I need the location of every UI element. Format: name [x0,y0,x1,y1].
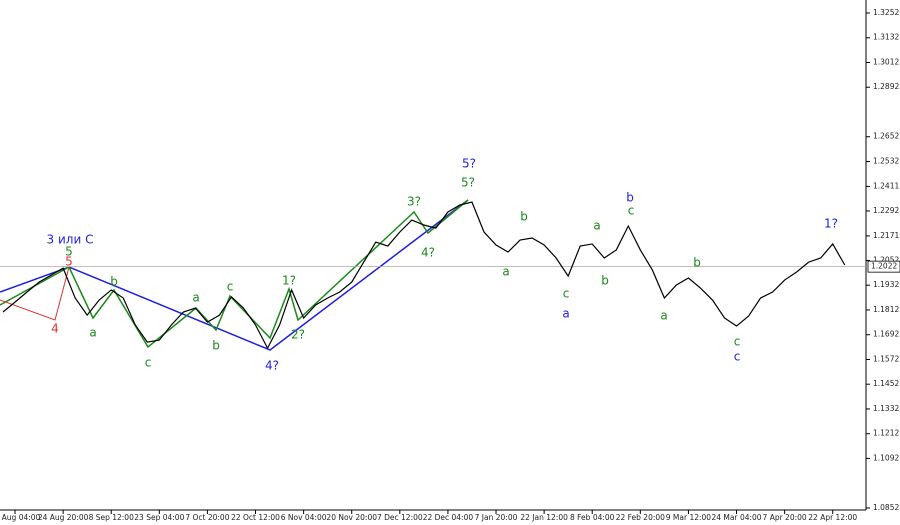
x-tick-label: 8 Feb 04:00 [570,513,615,522]
current-price-label: 1.2022 [871,262,897,271]
y-tick-label: 1.1692 [873,330,899,339]
x-tick-label: 6 Nov 04:00 [281,513,327,522]
wave-label: 2? [291,328,305,342]
x-tick-label: 22 Oct 12:00 [231,513,280,522]
current-price-box [867,260,900,273]
x-tick-label: 7 Dec 12:00 [377,513,423,522]
wave-label: b [212,339,220,353]
wave-label: c [734,335,741,349]
wave-label: c [145,356,152,370]
wave-label: b [626,191,634,205]
x-tick-label: 7 Jan 20:00 [475,513,518,522]
y-tick-label: 1.3132 [873,33,899,42]
wave-label: 4? [265,359,279,373]
y-tick-label: 1.1572 [873,354,899,363]
wave-line-red [0,266,70,321]
y-tick-label: 1.1812 [873,305,899,314]
y-tick-label: 1.1932 [873,280,899,289]
x-tick-label: 7 Apr 20:00 [763,513,807,522]
x-tick-label: 24 Aug 20:00 [38,513,89,522]
wave-label: c [563,287,570,301]
x-tick-label: 22 Jan 12:00 [520,513,568,522]
wave-label: 5? [461,176,475,190]
y-tick-label: 1.0852 [873,503,899,512]
x-tick-label: 20 Nov 20:00 [326,513,377,522]
x-tick-label: 23 Sep 04:00 [134,513,184,522]
x-tick-label: 8 Sep 12:00 [89,513,135,522]
wave-label: b [601,274,609,288]
wave-line-blue [0,199,469,351]
y-tick-label: 1.1332 [873,404,899,413]
wave-label: a [502,265,509,279]
wave-label: a [192,291,199,305]
wave-label: a [660,309,667,323]
y-tick-label: 1.2171 [873,231,899,240]
y-tick-label: 1.2052 [873,255,899,264]
wave-label: 1? [824,217,838,231]
x-tick-label: 7 Oct 20:00 [185,513,229,522]
y-tick-label: 1.3252 [873,8,899,17]
wave-label: c [628,204,635,218]
wave-label: b [110,275,118,289]
wave-label: a [562,307,569,321]
y-tick-label: 1.3012 [873,57,899,66]
wave-label: 4? [421,246,435,260]
y-tick-label: 1.1092 [873,453,899,462]
wave-label: b [520,210,528,224]
wave-label: 5? [462,157,476,171]
x-tick-label: 9 Mar 12:00 [666,513,712,522]
wave-label: c [227,280,234,294]
wave-label: a [89,326,96,340]
wave-label: 4 [51,322,59,336]
y-tick-label: 1.2652 [873,132,899,141]
x-tick-label: 24 Mar 04:00 [711,513,761,522]
y-tick-label: 1.2532 [873,156,899,165]
wave-label: 5 [65,255,73,269]
wave-label: 3? [407,195,421,209]
y-tick-label: 1.1212 [873,429,899,438]
wave-label: c [734,350,741,364]
wave-label: 1? [282,274,296,288]
x-tick-label: 22 Apr 12:00 [808,513,857,522]
wave-line-green [0,199,469,349]
wave-label: a [593,219,600,233]
x-tick-label: 22 Dec 04:00 [423,513,474,522]
x-tick-label: 10 Aug 04:00 [0,513,41,522]
price-line [2,201,846,350]
y-tick-label: 1.2292 [873,206,899,215]
wave-label: b [693,256,701,270]
wave-label: 3 или С [47,233,94,247]
x-tick-label: 22 Feb 20:00 [616,513,665,522]
y-tick-label: 1.2892 [873,82,899,91]
y-tick-label: 1.2411 [873,181,899,190]
wave-label: 5 [65,245,73,259]
y-tick-label: 1.1452 [873,379,899,388]
